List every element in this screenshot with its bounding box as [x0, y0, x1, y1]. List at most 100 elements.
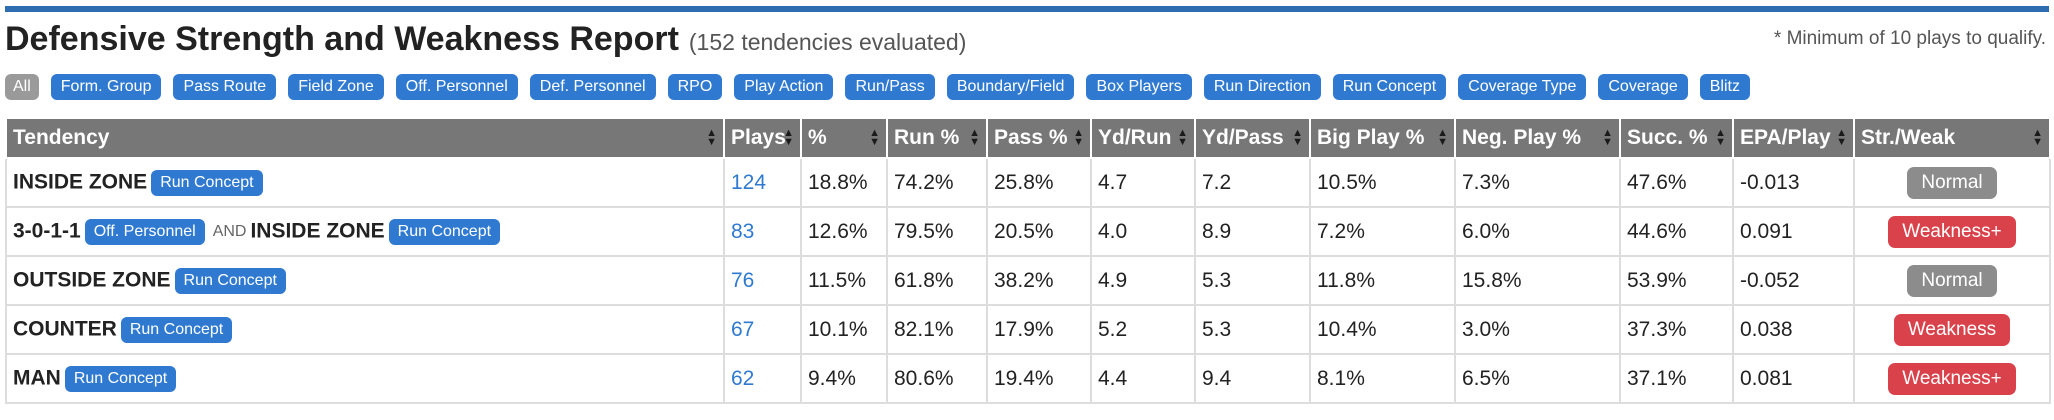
status-badge: Weakness+ [1888, 215, 2016, 248]
str-weak-cell: Weakness+ [1853, 206, 2051, 257]
category-tag: Run Concept [120, 316, 233, 343]
sort-arrows-icon[interactable]: ▲ ▼ [1292, 127, 1303, 148]
sort-arrows-icon[interactable]: ▲ ▼ [1715, 127, 1726, 148]
filter-off-personnel[interactable]: Off. Personnel [395, 74, 518, 100]
cell-pass: 25.8% [986, 157, 1092, 208]
filter-box-players[interactable]: Box Players [1086, 74, 1192, 100]
cell-succ: 44.6% [1619, 206, 1734, 257]
sort-arrows-icon[interactable]: ▲ ▼ [1073, 127, 1084, 148]
cell-pct: 12.6% [800, 206, 888, 257]
filter-run-direction[interactable]: Run Direction [1203, 74, 1321, 100]
filter-run-pass[interactable]: Run/Pass [845, 74, 935, 100]
cell-pct: 9.4% [800, 353, 888, 404]
cell-epa: 0.091 [1732, 206, 1855, 257]
cell-epa: -0.013 [1732, 157, 1855, 208]
filter-rpo[interactable]: RPO [667, 74, 723, 100]
column-header-label: Plays [731, 126, 786, 149]
tendency-name: 3-0-1-1 [13, 219, 81, 243]
column-header-label: Yd/Pass [1202, 126, 1284, 149]
qualify-note: * Minimum of 10 plays to qualify. [1773, 28, 2046, 49]
filter-play-action[interactable]: Play Action [734, 74, 834, 100]
column-header-pass[interactable]: Pass % ▲ ▼ [986, 117, 1092, 159]
filter-pass-route[interactable]: Pass Route [173, 74, 277, 100]
cell-run: 74.2% [886, 157, 988, 208]
plays-link[interactable]: 83 [723, 206, 802, 257]
filter-all[interactable]: All [5, 74, 39, 100]
cell-neg: 7.3% [1454, 157, 1621, 208]
cell-run: 82.1% [886, 304, 988, 355]
str-weak-cell: Normal [1853, 157, 2051, 208]
column-header-neg-play[interactable]: Neg. Play % ▲ ▼ [1454, 117, 1621, 159]
filter-bar: All Form. Group Pass Route Field Zone Off. P… [5, 74, 1750, 100]
column-header-epa-play[interactable]: EPA/Play ▲ ▼ [1732, 117, 1855, 159]
column-header-plays[interactable]: Plays ▲ ▼ [723, 117, 802, 159]
cell-ydpass: 5.3 [1194, 255, 1311, 306]
cell-ydpass: 5.3 [1194, 304, 1311, 355]
filter-blitz[interactable]: Blitz [1699, 74, 1750, 100]
conjunction-label: AND [212, 222, 247, 240]
category-tag: Run Concept [174, 267, 286, 294]
plays-link[interactable]: 67 [723, 304, 802, 355]
sort-arrows-icon[interactable]: ▲ ▼ [1836, 127, 1847, 148]
column-header-label: % [808, 126, 827, 149]
sort-arrows-icon[interactable]: ▲ ▼ [1437, 127, 1448, 148]
sort-arrows-icon[interactable]: ▲ ▼ [969, 127, 980, 148]
table-row: INSIDE ZONE Run Concept 124 18.8% 74.2% 25.8%… [5, 157, 2051, 208]
cell-succ: 37.1% [1619, 353, 1734, 404]
cell-succ: 47.6% [1619, 157, 1734, 208]
column-header-tendency[interactable]: Tendency ▲ ▼ [5, 117, 725, 159]
cell-pass: 20.5% [986, 206, 1092, 257]
filter-def-personnel[interactable]: Def. Personnel [529, 74, 656, 100]
cell-ydrun: 5.2 [1090, 304, 1196, 355]
table-row: OUTSIDE ZONE Run Concept 76 11.5% 61.8% 38.2%… [5, 255, 2051, 306]
column-header-yd-pass[interactable]: Yd/Pass ▲ ▼ [1194, 117, 1311, 159]
plays-link[interactable]: 124 [723, 157, 802, 208]
sort-arrows-icon[interactable]: ▲ ▼ [1602, 127, 1613, 148]
sort-arrows-icon[interactable]: ▲ ▼ [869, 127, 880, 148]
filter-field-zone[interactable]: Field Zone [288, 74, 384, 100]
plays-link[interactable]: 76 [723, 255, 802, 306]
sort-arrows-icon[interactable]: ▲ ▼ [783, 127, 794, 148]
status-badge: Weakness [1893, 313, 2011, 346]
column-header-succ[interactable]: Succ. % ▲ ▼ [1619, 117, 1734, 159]
cell-pct: 10.1% [800, 304, 888, 355]
tendency-name: INSIDE ZONE [13, 170, 148, 194]
cell-succ: 37.3% [1619, 304, 1734, 355]
cell-run: 79.5% [886, 206, 988, 257]
category-tag: Off. Personnel [84, 218, 205, 245]
column-header-yd-run[interactable]: Yd/Run ▲ ▼ [1090, 117, 1196, 159]
status-badge: Weakness+ [1888, 362, 2016, 395]
cell-epa: 0.081 [1732, 353, 1855, 404]
table-row: 3-0-1-1 Off. Personnel AND INSIDE ZONE Run C… [5, 206, 2051, 257]
plays-link[interactable]: 62 [723, 353, 802, 404]
cell-neg: 15.8% [1454, 255, 1621, 306]
tendency-cell: INSIDE ZONE Run Concept [5, 157, 725, 208]
cell-pct: 11.5% [800, 255, 888, 306]
filter-form-group[interactable]: Form. Group [50, 74, 162, 100]
str-weak-cell: Weakness [1853, 304, 2051, 355]
column-header-label: EPA/Play [1740, 126, 1831, 149]
table-body: INSIDE ZONE Run Concept 124 18.8% 74.2% 25.8%… [5, 157, 2051, 404]
filter-run-concept[interactable]: Run Concept [1332, 74, 1447, 100]
filter-boundary-field[interactable]: Boundary/Field [946, 74, 1075, 100]
cell-pass: 19.4% [986, 353, 1092, 404]
column-header-[interactable]: % ▲ ▼ [800, 117, 888, 159]
cell-ydpass: 8.9 [1194, 206, 1311, 257]
column-header-big-play[interactable]: Big Play % ▲ ▼ [1309, 117, 1456, 159]
column-header-str-weak[interactable]: Str./Weak ▲ ▼ [1853, 117, 2051, 159]
sort-arrows-icon[interactable]: ▲ ▼ [706, 127, 717, 148]
cell-epa: 0.038 [1732, 304, 1855, 355]
tendency-cell: COUNTER Run Concept [5, 304, 725, 355]
cell-big: 10.5% [1309, 157, 1456, 208]
column-header-run[interactable]: Run % ▲ ▼ [886, 117, 988, 159]
page-title: Defensive Strength and Weakness Report [5, 20, 679, 58]
cell-big: 7.2% [1309, 206, 1456, 257]
sort-arrows-icon[interactable]: ▲ ▼ [1177, 127, 1188, 148]
filter-coverage-type[interactable]: Coverage Type [1458, 74, 1587, 100]
category-tag: Run Concept [151, 169, 263, 196]
cell-ydrun: 4.9 [1090, 255, 1196, 306]
filter-coverage[interactable]: Coverage [1598, 74, 1688, 100]
table-row: MAN Run Concept 62 9.4% 80.6% 19.4% 4.4 9.4 8.1%… [5, 353, 2051, 404]
table-header-row: Tendency ▲ ▼ Plays ▲ ▼% ▲ ▼ Run % ▲ ▼ Pass % ▲ ▼ Yd/Ru… [5, 117, 2051, 159]
sort-arrows-icon[interactable]: ▲ ▼ [2032, 127, 2043, 148]
